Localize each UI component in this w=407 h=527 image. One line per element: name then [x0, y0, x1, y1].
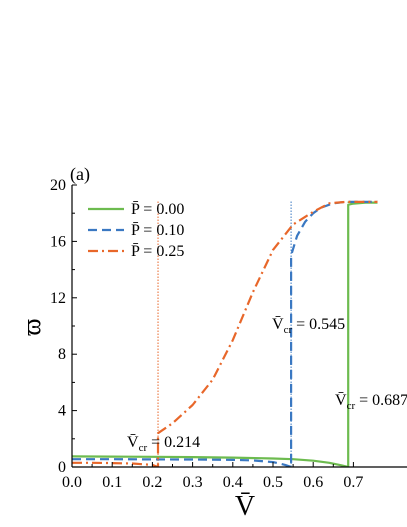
legend-label-2: P̄ = 0.25: [131, 243, 184, 260]
x-axis-label: V̄: [235, 491, 255, 522]
x-tick-label: 0.7: [343, 474, 363, 491]
x-tick-label: 0.0: [62, 474, 82, 491]
y-tick-label: 0: [58, 459, 66, 476]
y-tick-label: 4: [58, 403, 66, 420]
x-tick-label: 0.1: [102, 474, 122, 491]
x-tick-label: 0.2: [142, 474, 162, 491]
y-tick-label: 20: [50, 177, 66, 194]
critical-annotation-0: V̄cr = 0.214: [127, 434, 200, 454]
legend-label-1: P̄ = 0.10: [131, 222, 184, 239]
legend-label-0: P̄ = 0.00: [131, 201, 184, 218]
y-axis-label: ϖ: [17, 318, 46, 335]
x-tick-label: 0.6: [303, 474, 323, 491]
y-tick-label: 8: [58, 346, 66, 363]
y-tick-label: 16: [50, 233, 66, 250]
critical-annotation-2: V̄cr = 0.687: [335, 392, 407, 412]
x-tick-label: 0.5: [263, 474, 283, 491]
x-tick-label: 0.4: [223, 474, 243, 491]
critical-annotation-1: V̄cr = 0.545: [272, 316, 345, 336]
x-tick-label: 0.3: [183, 474, 203, 491]
series-line-2: [72, 200, 378, 467]
y-tick-label: 12: [50, 290, 66, 307]
panel-label: (a): [70, 164, 90, 185]
series-line-1: [72, 200, 378, 467]
series-line-0: [72, 201, 378, 467]
